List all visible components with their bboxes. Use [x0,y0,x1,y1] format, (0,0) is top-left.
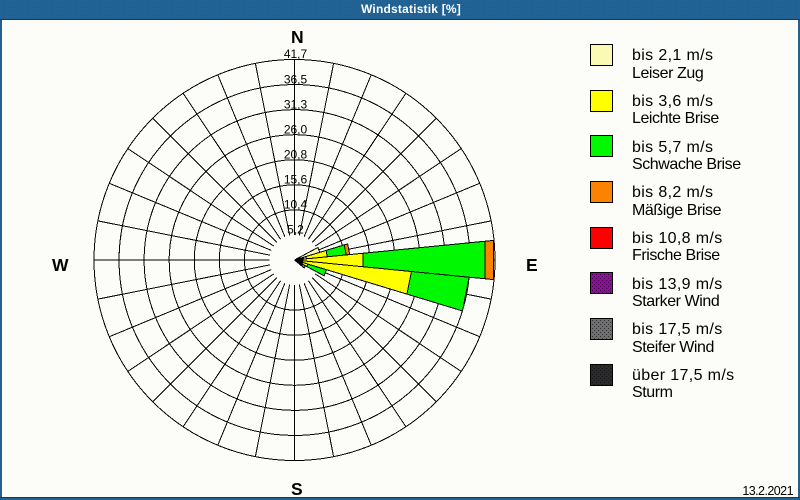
svg-text:41,7: 41,7 [284,47,308,61]
svg-text:20,8: 20,8 [284,147,308,161]
svg-text:26,0: 26,0 [284,122,308,136]
svg-text:31,3: 31,3 [284,97,308,111]
svg-text:10,4: 10,4 [284,198,308,212]
svg-text:15,6: 15,6 [284,173,308,187]
svg-text:5,2: 5,2 [287,223,304,237]
svg-text:36,5: 36,5 [284,72,308,86]
